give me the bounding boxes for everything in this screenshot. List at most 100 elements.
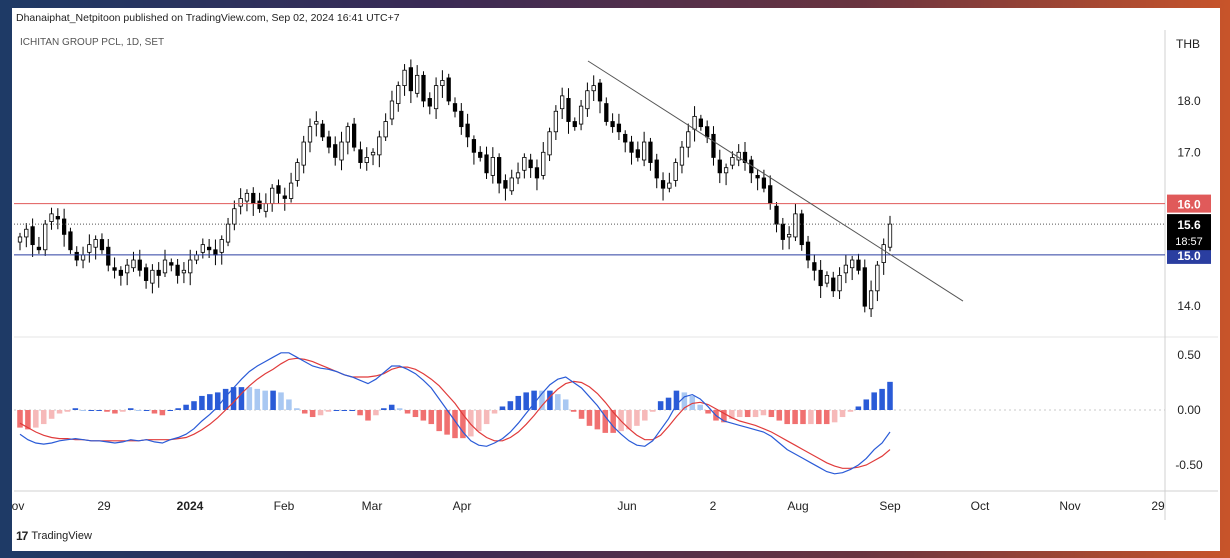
macd-hist-bar (270, 390, 276, 410)
macd-hist-bar (760, 410, 767, 416)
symbol-title: ICHITAN GROUP PCL, 1D, SET (20, 37, 165, 48)
candle-body (257, 200, 262, 210)
publish-line: Dhanaiphat_Netpitoon published on Tradin… (16, 12, 400, 24)
candle-body (547, 131, 552, 156)
macd-hist-bar (262, 390, 268, 410)
candle-body (61, 218, 67, 235)
candle-body (812, 262, 817, 271)
macd-hist-bar (744, 410, 751, 418)
candle-body (843, 264, 849, 274)
macd-hist-bar (25, 410, 31, 430)
candle-body (263, 203, 269, 212)
candle-body (68, 231, 73, 251)
time-tick-label: Mar (362, 499, 383, 513)
candle-body (301, 141, 306, 166)
candle-body (194, 254, 199, 261)
macd-hist-bar (254, 388, 261, 410)
candle-body (244, 192, 250, 202)
candle-body (43, 223, 48, 251)
macd-hist-bar (294, 408, 300, 410)
candle-body (433, 85, 439, 110)
candle-body (200, 244, 205, 253)
macd-hist-bar (278, 392, 284, 410)
macd-hist-bar (135, 410, 142, 411)
macd-hist-bar (800, 410, 806, 425)
macd-hist-bar (649, 410, 656, 412)
level-label-resistance: 16.0 (1177, 198, 1201, 212)
price-tick-label: 18.0 (1177, 94, 1201, 108)
candle-body (717, 159, 722, 174)
macd-hist-bar (468, 410, 474, 437)
macd-hist-bar (491, 410, 498, 414)
time-tick-label: 29 (1151, 499, 1165, 513)
candle-body (742, 151, 748, 163)
macd-hist-bar (515, 395, 522, 410)
candle-body (660, 180, 666, 189)
macd-hist-bar (127, 408, 134, 410)
macd-line (19, 352, 891, 475)
candle-body (232, 208, 237, 225)
price-tick-label: 14.0 (1177, 299, 1201, 313)
candle-body (616, 123, 622, 133)
candle-body (484, 154, 489, 174)
macd-hist-bar (191, 401, 197, 410)
macd-hist-bar (64, 410, 71, 412)
macd-hist-bar (230, 387, 237, 410)
macd-hist-bar (388, 404, 395, 410)
candle-body (503, 180, 508, 189)
macd-hist-bar (143, 410, 150, 411)
macd-hist-bar (404, 410, 411, 414)
candle-body (389, 100, 395, 120)
candle-body (169, 262, 174, 266)
last-price-badge (1167, 214, 1211, 251)
candle-body (635, 149, 640, 158)
candle-body (276, 185, 281, 194)
macd-hist-bar (309, 410, 316, 418)
time-tick-label: Oct (971, 499, 990, 513)
candle-body (80, 254, 86, 261)
macd-hist-bar (776, 410, 783, 421)
macd-hist-bar (72, 408, 79, 410)
candle-body (452, 103, 458, 112)
candle-body (307, 126, 313, 143)
macd-hist-bar (839, 410, 846, 418)
macd-hist-bar (523, 392, 529, 410)
macd-panel (17, 352, 893, 475)
macd-hist-bar (286, 399, 292, 410)
grid (14, 30, 1218, 520)
macd-hist-bar (214, 392, 221, 410)
candle-body (496, 157, 502, 184)
macd-hist-bar (792, 410, 798, 425)
candle-body (837, 275, 842, 292)
macd-hist-bar (736, 410, 743, 418)
candle-body (774, 205, 779, 225)
macd-hist-bar (317, 410, 324, 416)
candle-body (74, 251, 79, 261)
macd-hist-bar (120, 410, 126, 412)
candle-body (326, 136, 332, 148)
macd-hist-bar (665, 397, 672, 410)
macd-hist-bar (729, 410, 735, 419)
candle-body (288, 182, 294, 199)
macd-hist-bar (681, 392, 688, 410)
macd-hist-bar (151, 410, 158, 414)
currency-label: THB (1176, 37, 1200, 51)
candle-body (188, 259, 193, 274)
macd-hist-bar (96, 410, 102, 411)
macd-hist-bar (412, 410, 419, 418)
candle-body (648, 141, 653, 163)
macd-hist-bar (460, 410, 466, 439)
candle-body (515, 172, 521, 179)
candle-body (534, 167, 540, 179)
candle-body (93, 239, 98, 248)
chart-card (12, 8, 1220, 551)
candle-body (786, 233, 792, 238)
tradingview-logo[interactable]: 17 TradingView (16, 529, 92, 543)
candle-body (673, 162, 678, 181)
tv-logo-icon: 17 (16, 529, 28, 543)
macd-hist-bar (381, 408, 387, 410)
candle-body (528, 159, 533, 169)
candle-body (818, 269, 823, 287)
candle-body (585, 90, 590, 110)
